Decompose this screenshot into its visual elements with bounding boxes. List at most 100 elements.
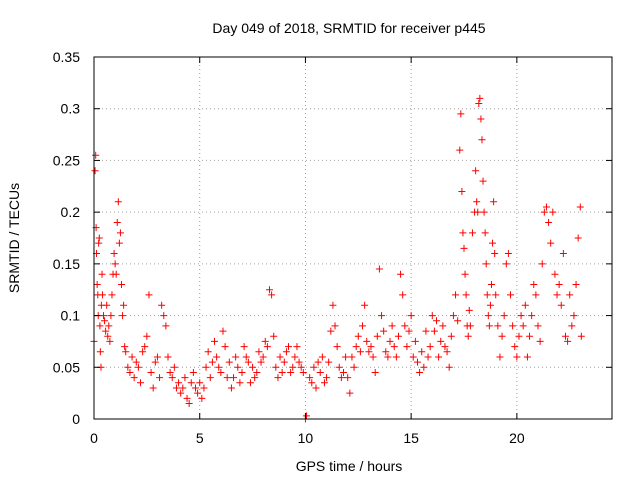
data-point <box>179 384 187 392</box>
data-point <box>418 348 426 356</box>
data-point <box>500 312 508 320</box>
data-point <box>124 363 132 371</box>
data-point <box>200 384 208 392</box>
data-point <box>329 301 337 309</box>
data-point <box>270 332 278 340</box>
data-point <box>485 322 493 330</box>
data-point <box>141 343 149 351</box>
data-point <box>509 322 517 330</box>
data-point <box>458 187 466 195</box>
data-point <box>411 337 419 345</box>
data-point <box>145 291 153 299</box>
data-point <box>92 151 100 159</box>
data-point <box>194 389 202 397</box>
y-tick-label: 0.05 <box>53 359 80 375</box>
data-point <box>494 322 502 330</box>
data-point <box>204 348 212 356</box>
grid-lines <box>94 57 612 419</box>
data-point <box>498 332 506 340</box>
data-point <box>151 358 159 366</box>
data-point <box>540 208 548 216</box>
data-point <box>198 394 206 402</box>
data-point <box>392 353 400 361</box>
data-point <box>242 353 250 361</box>
data-point <box>189 368 197 376</box>
data-point <box>223 374 231 382</box>
data-point <box>130 374 138 382</box>
data-point <box>240 343 248 351</box>
data-point <box>521 301 529 309</box>
x-tick-label: 20 <box>509 430 525 446</box>
data-point <box>234 363 242 371</box>
data-point <box>95 234 103 242</box>
data-point <box>547 239 555 247</box>
data-point <box>113 218 121 226</box>
data-point <box>568 322 576 330</box>
data-point <box>496 353 504 361</box>
data-point <box>293 343 301 351</box>
data-point <box>134 363 142 371</box>
data-point <box>115 239 123 247</box>
data-point <box>375 265 383 273</box>
data-point <box>121 343 129 351</box>
tick-labels: 0 5 10 15 20 0 0.05 0.1 0.15 0.2 0.25 0.3 0.35 <box>53 49 525 446</box>
data-point <box>114 198 122 206</box>
data-point <box>310 363 318 371</box>
data-point <box>342 353 350 361</box>
data-point <box>577 332 585 340</box>
data-point <box>486 301 494 309</box>
data-point <box>536 337 544 345</box>
data-point <box>515 332 523 340</box>
data-point <box>183 394 191 402</box>
data-point <box>344 374 352 382</box>
data-point <box>532 291 540 299</box>
y-tick-label: 0 <box>72 411 80 427</box>
data-point <box>359 322 367 330</box>
data-point <box>282 348 290 356</box>
data-point <box>386 337 394 345</box>
data-point <box>306 374 314 382</box>
data-point <box>117 281 125 289</box>
data-point <box>452 291 460 299</box>
data-point <box>308 379 316 387</box>
data-point <box>185 399 193 407</box>
data-point <box>572 281 580 289</box>
data-point <box>139 348 147 356</box>
data-point <box>559 250 567 258</box>
data-point <box>227 384 235 392</box>
data-point <box>490 198 498 206</box>
data-point <box>483 291 491 299</box>
data-point <box>566 291 574 299</box>
data-point <box>323 374 331 382</box>
x-tick-label: 15 <box>403 430 419 446</box>
data-point <box>489 239 497 247</box>
data-point <box>397 270 405 278</box>
data-point <box>261 337 269 345</box>
data-point <box>454 317 462 325</box>
data-point <box>91 167 99 175</box>
data-point <box>172 384 180 392</box>
data-point <box>553 291 561 299</box>
data-point <box>441 343 449 351</box>
data-point <box>369 353 377 361</box>
data-point <box>318 353 326 361</box>
data-point <box>295 358 303 366</box>
data-point <box>101 317 109 325</box>
data-point <box>551 270 559 278</box>
data-point <box>545 218 553 226</box>
data-point <box>191 384 199 392</box>
data-point <box>371 368 379 376</box>
data-point <box>320 379 328 387</box>
data-point <box>137 379 145 387</box>
data-point <box>156 374 164 382</box>
data-point <box>108 291 116 299</box>
data-point <box>106 337 114 345</box>
data-point <box>160 312 168 320</box>
data-point <box>422 327 430 335</box>
data-point <box>143 332 151 340</box>
data-point <box>116 229 124 237</box>
data-point <box>96 322 104 330</box>
data-point <box>104 332 112 340</box>
data-point <box>122 348 130 356</box>
data-point <box>367 343 375 351</box>
